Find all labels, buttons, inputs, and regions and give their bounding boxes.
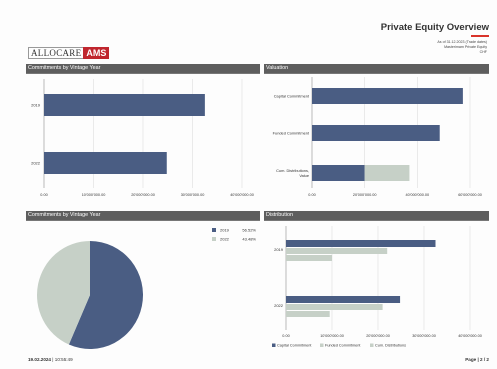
page-title: Private Equity Overview — [380, 22, 489, 33]
x-tick-label: 0.00 — [40, 193, 47, 197]
legend-swatch — [370, 343, 374, 347]
commitments-pie-chart: 2019 56.52% 2022 43.48% — [36, 228, 256, 349]
legend-swatch — [212, 237, 216, 241]
bar — [44, 152, 167, 174]
x-tick-label: 20'000'000.00 — [366, 334, 390, 338]
legend-percent: 43.48% — [242, 237, 256, 242]
entity-name: Masterimam Private Equity — [444, 45, 487, 49]
pie-slice — [68, 241, 143, 349]
valuation-panel: Valuation 0.00 20'000'000.00 40'000'000.00… — [264, 64, 489, 207]
legend-swatch — [320, 343, 324, 347]
commitments-pie-panel: Commitments by Vintage Year 2019 56.52% 20… — [26, 211, 260, 352]
bar — [286, 248, 388, 254]
legend-label: 2022 — [220, 237, 230, 242]
legend-label: Cum. Distributions — [375, 344, 406, 348]
x-tick-label: 40'000'000.00 — [230, 193, 254, 197]
page-number: Page | 2 / 2 — [465, 357, 489, 362]
bar — [312, 88, 463, 104]
x-tick-label: 30'000'000.00 — [412, 334, 436, 338]
panel-title: Valuation — [264, 64, 489, 73]
x-tick-label: 30'000'000.00 — [181, 193, 205, 197]
x-tick-label: 0.00 — [282, 334, 289, 338]
x-tick-label: 10'000'000.00 — [320, 334, 344, 338]
distribution-chart: 0.00 10'000'000.00 20'000'000.00 30'000'000… — [272, 226, 482, 348]
y-tick-label: 2019 — [31, 102, 41, 107]
title-underline — [471, 35, 489, 37]
bar — [286, 304, 383, 310]
y-tick-label: Funded Commitment — [273, 130, 310, 135]
currency: CHF — [479, 50, 487, 54]
bar — [286, 255, 332, 261]
as-of-date: As of 31.12.2023 (Trade dates) — [437, 40, 487, 44]
bar — [44, 94, 205, 116]
x-tick-label: 40'000'000.00 — [458, 334, 482, 338]
bar — [312, 125, 440, 141]
pie-slice — [36, 241, 90, 345]
y-tick-label: 2022 — [274, 303, 284, 308]
valuation-chart: 0.00 20'000'000.00 40'000'000.00 60'000'000… — [273, 77, 482, 197]
y-tick-label: Capital Commitment — [274, 93, 310, 98]
legend-label: 2019 — [220, 228, 230, 233]
bar — [364, 165, 410, 181]
y-tick-label: 2022 — [31, 160, 41, 165]
logo-text-ams: AMS — [83, 47, 110, 59]
footer-timestamp: 19.02.2024 | 10:55:49 — [28, 357, 73, 362]
panel-title: Commitments by Vintage Year — [26, 211, 260, 220]
x-tick-label: 0.00 — [308, 193, 315, 197]
bar — [286, 296, 401, 303]
distribution-panel: Distribution 0.00 10'000'000.00 20'000'000… — [264, 211, 489, 352]
legend-swatch — [272, 343, 276, 347]
y-tick-label: Cum. Distributions, Value — [276, 168, 309, 178]
legend-label: Funded Commitment — [325, 344, 361, 348]
x-tick-label: 20'000'000.00 — [353, 193, 377, 197]
legend-label: Capital Commitment — [277, 344, 312, 348]
x-tick-label: 60'000'000.00 — [458, 193, 482, 197]
commitments-bar-chart: 0.00 10'000'000.00 20'000'000.00 30'000'000… — [31, 79, 254, 197]
bar — [312, 165, 365, 181]
legend-swatch — [212, 228, 216, 232]
y-tick-label: 2019 — [274, 247, 284, 252]
commitments-bar-panel: Commitments by Vintage Year 0.00 10'000'0… — [26, 64, 260, 207]
panel-title: Commitments by Vintage Year — [26, 64, 260, 73]
bar — [286, 311, 330, 317]
footer-time: 10:55:49 — [54, 357, 73, 362]
legend-percent: 56.52% — [242, 228, 256, 233]
logo-text-allocare: ALLOCARE — [28, 47, 84, 59]
x-tick-label: 10'000'000.00 — [82, 193, 106, 197]
bar — [286, 240, 436, 247]
x-tick-label: 40'000'000.00 — [406, 193, 430, 197]
allocare-logo: ALLOCARE AMS — [28, 47, 110, 59]
panel-title: Distribution — [264, 211, 489, 220]
footer-date: 19.02.2024 — [28, 357, 51, 362]
x-tick-label: 20'000'000.00 — [131, 193, 155, 197]
